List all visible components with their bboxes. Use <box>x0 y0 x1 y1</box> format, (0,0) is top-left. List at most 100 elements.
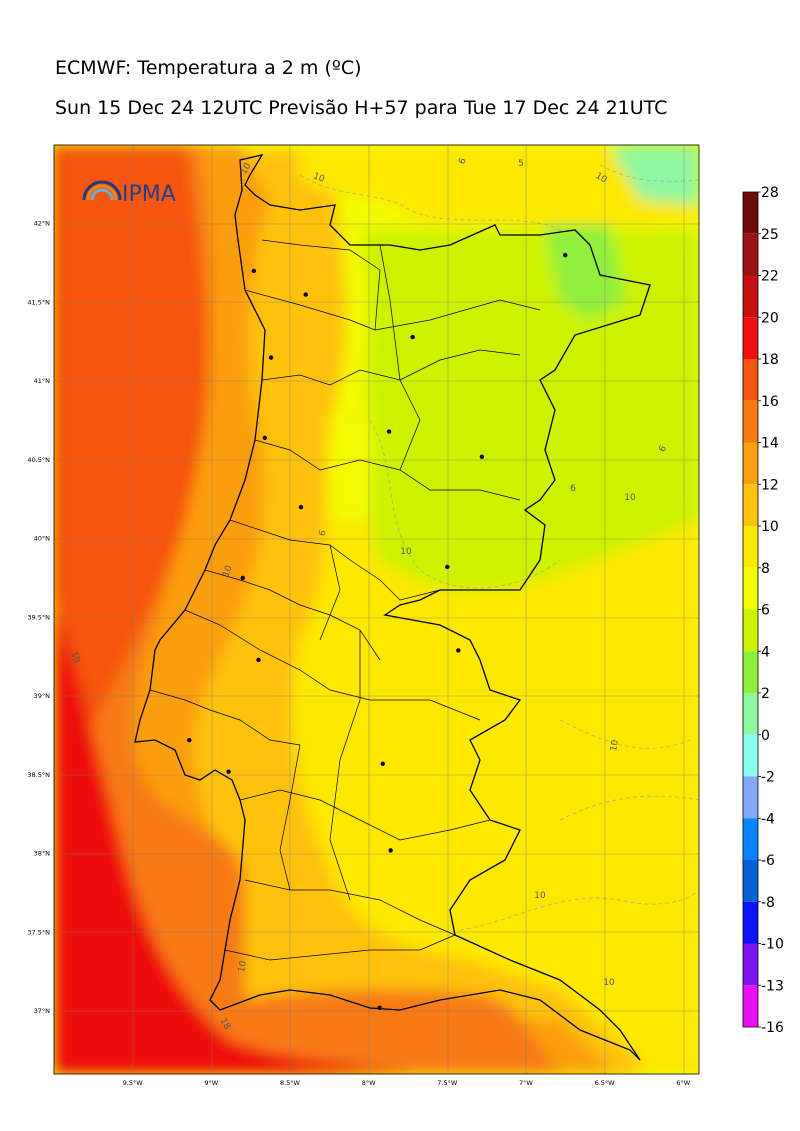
colorbar-label: 16 <box>761 394 779 410</box>
colorbar-segment <box>743 651 758 693</box>
contour-label: 10 <box>400 547 412 557</box>
city-dot <box>226 769 231 774</box>
colorbar-label: 2 <box>761 686 770 702</box>
colorbar-label: 4 <box>761 644 770 660</box>
colorbar-label: -10 <box>761 937 784 953</box>
lat-tick-label: 39°N <box>34 692 51 700</box>
map-title: ECMWF: Temperatura a 2 m (ºC) <box>55 57 362 79</box>
lat-tick-label: 39.5°N <box>27 613 50 621</box>
latitude-labels: 42°N 41.5°N 41°N 40.5°N 40°N 39.5°N 39°N 38.5°N… <box>27 220 50 1015</box>
city-dot <box>251 268 256 274</box>
colorbar-segment <box>743 233 758 276</box>
colorbar-segment <box>743 734 758 777</box>
colorbar-segment <box>743 359 758 401</box>
colorbar-label: -6 <box>761 853 775 869</box>
colorbar-label: 10 <box>761 519 779 535</box>
city-markers <box>187 253 568 1011</box>
lat-tick-label: 38.5°N <box>27 771 50 779</box>
lon-tick-label: 8°W <box>362 1079 376 1087</box>
colorbar-segment <box>743 901 758 944</box>
colorbar-label: 22 <box>761 269 779 285</box>
city-dot <box>380 761 385 767</box>
colorbar-label: 12 <box>761 477 779 493</box>
colorbar-label: 14 <box>761 436 779 452</box>
ipma-logo-text: IPMA <box>122 182 176 207</box>
contour-label: 10 <box>624 493 636 503</box>
colorbar-segment <box>743 400 758 443</box>
gridlines <box>54 145 699 1074</box>
contour-label: 10 <box>603 978 615 988</box>
city-dot <box>377 1005 382 1011</box>
city-dot <box>268 355 274 360</box>
city-dot <box>262 435 268 441</box>
city-dot <box>388 848 393 853</box>
colorbar-segment <box>743 609 758 652</box>
colorbar-label: -8 <box>761 895 775 911</box>
colorbar-label: 25 <box>761 227 779 243</box>
city-dot <box>240 575 245 581</box>
lon-tick-label: 6°W <box>676 1079 690 1087</box>
city-dot <box>187 737 192 743</box>
city-dot <box>256 657 261 663</box>
colorbar-segment <box>743 860 758 902</box>
lat-tick-label: 37°N <box>34 1007 51 1015</box>
colorbar-segment <box>743 567 758 610</box>
colorbar-label: 18 <box>761 352 779 368</box>
lat-tick-label: 41°N <box>34 377 51 385</box>
contour-label: 6 <box>570 484 576 494</box>
colorbar-segment <box>743 776 758 819</box>
lat-tick-label: 42°N <box>34 220 51 228</box>
lat-tick-label: 40.5°N <box>27 456 50 464</box>
map-subtitle: Sun 15 Dec 24 12UTC Previsão H+57 para T… <box>55 97 668 119</box>
contour-label: 10 <box>609 739 621 752</box>
map-frame <box>53 144 700 1075</box>
contour-label: 6 <box>658 444 670 454</box>
colorbar-segment <box>743 985 758 1027</box>
district-borders <box>149 239 541 961</box>
colorbar-segment <box>743 275 758 318</box>
lat-tick-label: 40°N <box>34 535 51 543</box>
city-dot <box>303 292 308 297</box>
colorbar-label: 28 <box>761 185 779 201</box>
lon-tick-label: 8.5°W <box>280 1079 301 1087</box>
lon-tick-label: 9°W <box>204 1079 218 1087</box>
lon-tick-label: 9.5°W <box>123 1079 144 1087</box>
colorbar-segment <box>743 943 758 986</box>
city-dot <box>456 648 461 653</box>
colorbar-segment <box>743 484 758 526</box>
city-dot <box>298 504 304 510</box>
colorbar-label: 6 <box>761 603 770 619</box>
colorbar-label: 0 <box>761 728 770 744</box>
lon-tick-label: 6.5°W <box>595 1079 616 1087</box>
colorbar-segment <box>743 526 758 568</box>
colorbar-label: 20 <box>761 310 779 326</box>
colorbar-segment <box>743 818 758 860</box>
contour-label: 6 <box>457 157 468 166</box>
lon-tick-label: 7°W <box>519 1079 533 1087</box>
longitude-labels: 9.5°W 9°W 8.5°W 8°W 7.5°W 7°W 6.5°W 6°W <box>123 1079 691 1087</box>
contour-label: 10 <box>237 960 249 973</box>
colorbar-segment <box>743 693 758 735</box>
colorbar-label: -16 <box>761 1020 784 1036</box>
contour-label: 10 <box>312 171 326 184</box>
contour-label: 10 <box>221 564 234 578</box>
contour-label: 6 <box>317 529 328 538</box>
colorbar-segment <box>743 192 758 234</box>
colorbar-label: -4 <box>761 811 775 827</box>
lon-tick-label: 7.5°W <box>437 1079 458 1087</box>
lat-tick-label: 41.5°N <box>27 298 50 306</box>
city-dot <box>563 253 568 258</box>
lat-tick-label: 37.5°N <box>27 928 50 936</box>
temperature-field <box>54 145 699 1074</box>
city-dot <box>479 454 485 459</box>
contour-label: 10 <box>534 891 546 901</box>
portugal-outline <box>134 154 651 1061</box>
city-dot <box>445 564 450 570</box>
colorbar-label: -13 <box>761 978 784 994</box>
city-dot <box>410 334 415 340</box>
colorbar-label: 8 <box>761 561 770 577</box>
colorbar-label: -2 <box>761 770 775 786</box>
